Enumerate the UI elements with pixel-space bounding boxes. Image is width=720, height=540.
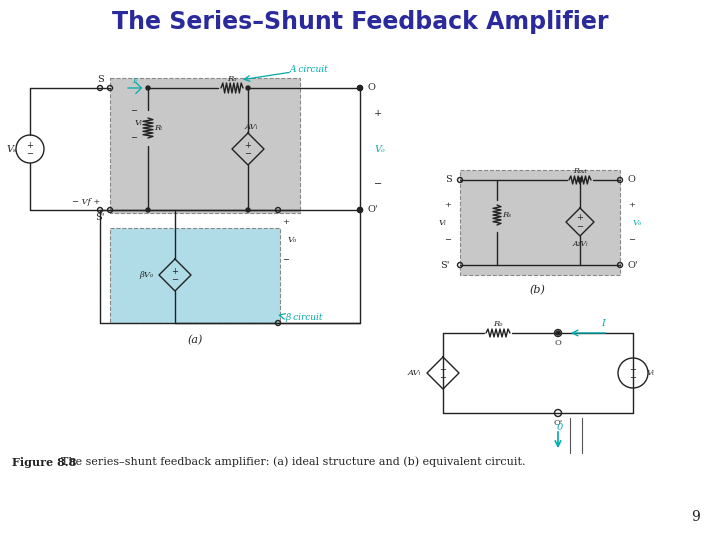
Text: Vₒ: Vₒ xyxy=(374,145,385,153)
Text: S': S' xyxy=(95,213,104,222)
Text: −: − xyxy=(439,374,446,382)
Text: +: + xyxy=(440,364,446,374)
Text: +: + xyxy=(245,140,251,150)
Bar xyxy=(460,170,620,275)
Text: Rₒᵤₜ: Rₒᵤₜ xyxy=(573,167,587,175)
Text: Rₒ: Rₒ xyxy=(493,320,503,328)
Circle shape xyxy=(358,85,362,91)
Bar xyxy=(110,228,280,323)
Text: Iᵢ: Iᵢ xyxy=(132,77,138,85)
Text: +: + xyxy=(374,109,382,118)
Text: − Vf +: − Vf + xyxy=(72,198,100,206)
Text: A₁Vᵢ: A₁Vᵢ xyxy=(572,240,588,248)
Text: Rₛ: Rₛ xyxy=(503,211,512,219)
Text: O': O' xyxy=(368,206,379,214)
Text: (a): (a) xyxy=(187,335,203,345)
Text: O': O' xyxy=(628,260,639,269)
Text: +: + xyxy=(444,201,451,209)
Text: +: + xyxy=(282,218,289,226)
Text: Figure 8.8: Figure 8.8 xyxy=(12,456,76,468)
Text: Vᵢ: Vᵢ xyxy=(134,119,142,127)
Text: 0: 0 xyxy=(557,423,563,433)
Circle shape xyxy=(246,86,250,90)
Text: I: I xyxy=(601,320,605,328)
Text: 9: 9 xyxy=(691,510,700,524)
Text: −: − xyxy=(629,236,636,244)
Text: −: − xyxy=(629,374,636,382)
Text: −: − xyxy=(282,256,289,264)
Text: Vₜ: Vₜ xyxy=(647,369,655,377)
Text: S: S xyxy=(445,176,452,185)
Text: Vᵢ: Vᵢ xyxy=(438,219,446,227)
Text: O: O xyxy=(368,84,376,92)
Text: Vₛ: Vₛ xyxy=(7,145,17,153)
Text: The series–shunt feedback amplifier: (a) ideal structure and (b) equivalent circ: The series–shunt feedback amplifier: (a)… xyxy=(54,457,526,467)
Text: +: + xyxy=(629,365,636,374)
Text: +: + xyxy=(629,201,636,209)
Text: AVᵢ: AVᵢ xyxy=(244,123,258,131)
Text: A circuit: A circuit xyxy=(290,65,329,75)
Text: −: − xyxy=(130,134,138,142)
Text: +: + xyxy=(577,213,583,222)
Text: S': S' xyxy=(441,260,450,269)
Text: Vₒ: Vₒ xyxy=(287,236,297,244)
Circle shape xyxy=(556,331,560,335)
Text: O': O' xyxy=(554,419,562,427)
Text: −: − xyxy=(245,150,251,159)
Circle shape xyxy=(146,208,150,212)
Text: +: + xyxy=(171,267,179,275)
Text: Vₒ: Vₒ xyxy=(632,219,642,227)
Circle shape xyxy=(146,86,150,90)
Text: O: O xyxy=(554,339,562,347)
Text: AVᵢ: AVᵢ xyxy=(408,369,421,377)
Text: −: − xyxy=(374,180,382,190)
Text: Rₒ: Rₒ xyxy=(228,75,237,83)
Text: Rᵢ: Rᵢ xyxy=(154,124,162,132)
Circle shape xyxy=(246,208,250,212)
Circle shape xyxy=(578,178,582,182)
Text: O: O xyxy=(628,176,636,185)
Text: (b): (b) xyxy=(529,285,545,295)
Bar xyxy=(110,78,300,213)
Text: +: + xyxy=(27,141,33,150)
Text: −: − xyxy=(444,236,451,244)
Text: −: − xyxy=(171,275,179,285)
Text: βVₒ: βVₒ xyxy=(139,271,153,279)
Text: −: − xyxy=(130,107,138,115)
Text: −: − xyxy=(27,150,34,159)
Text: −: − xyxy=(577,222,583,232)
Text: β circuit: β circuit xyxy=(285,314,323,322)
Text: The Series–Shunt Feedback Amplifier: The Series–Shunt Feedback Amplifier xyxy=(112,10,608,34)
Text: S: S xyxy=(96,76,104,84)
Circle shape xyxy=(358,207,362,213)
